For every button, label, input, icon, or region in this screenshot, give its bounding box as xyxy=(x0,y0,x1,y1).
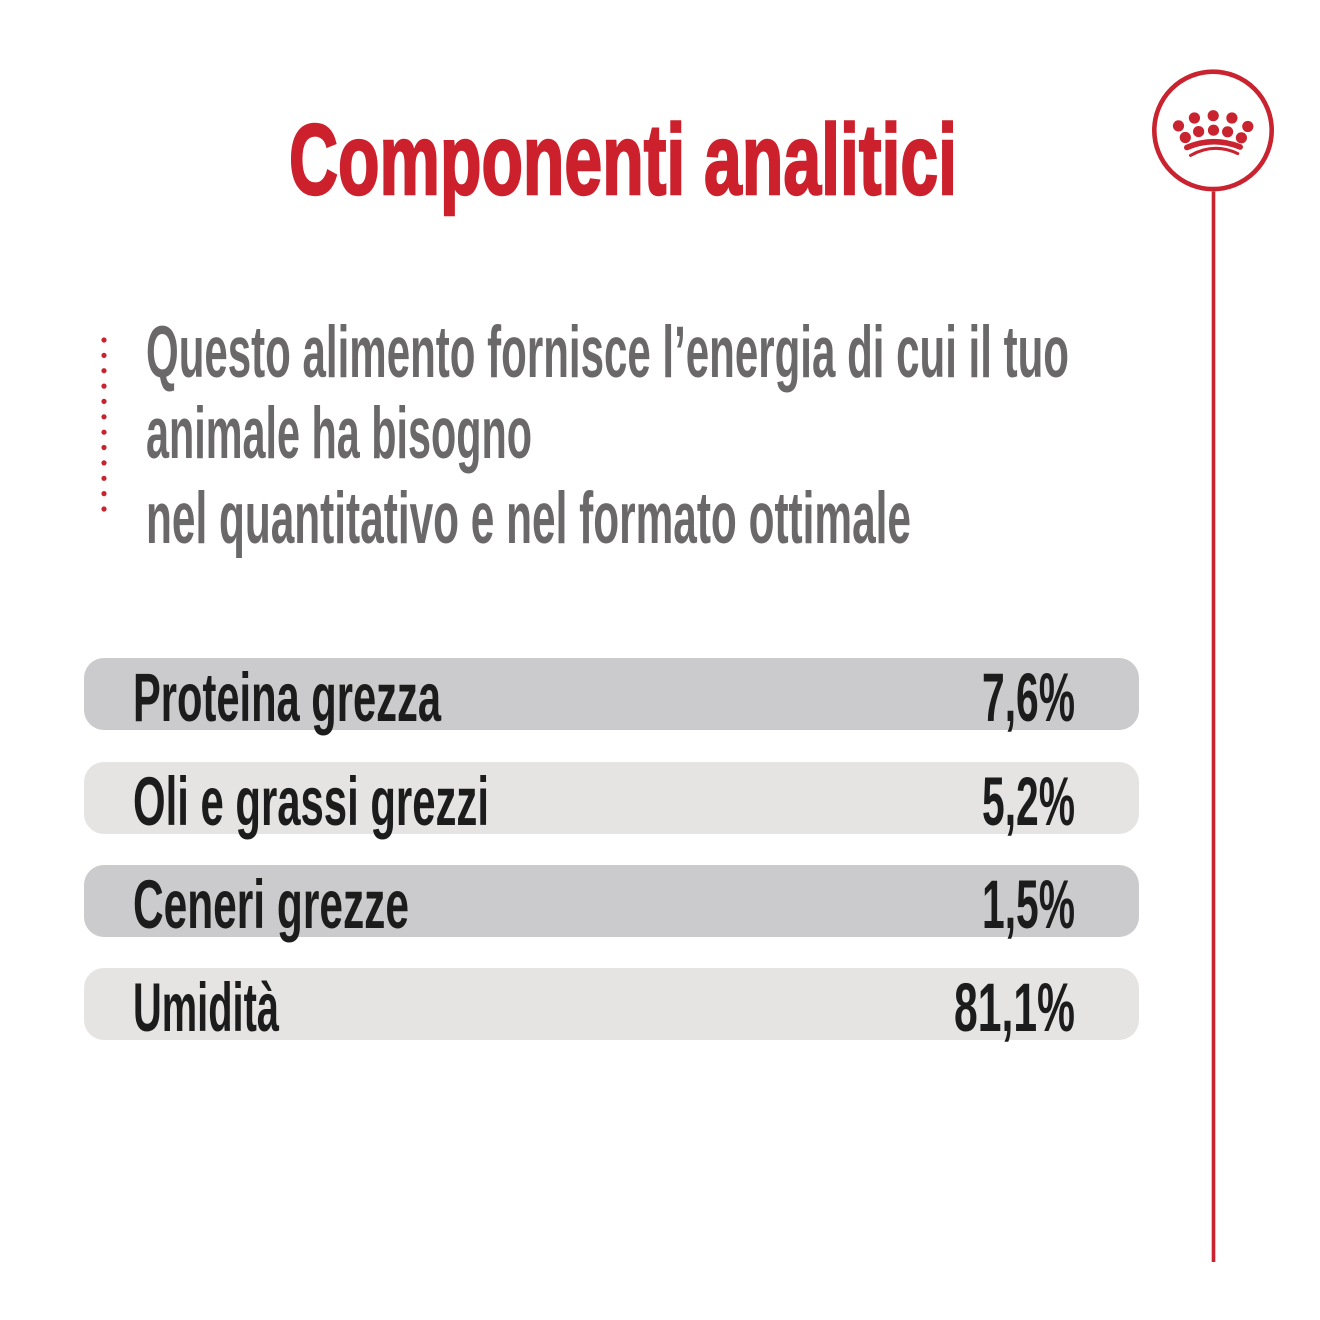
svg-text:Componenti analitici: Componenti analitici xyxy=(289,104,957,216)
svg-text:1,5%: 1,5% xyxy=(982,866,1075,943)
svg-text:Ceneri grezze: Ceneri grezze xyxy=(133,866,409,943)
svg-text:Umidità: Umidità xyxy=(133,969,279,1046)
svg-text:Proteina grezza: Proteina grezza xyxy=(133,659,441,736)
svg-text:5,2%: 5,2% xyxy=(982,763,1075,840)
svg-text:nel quantitativo e nel formato: nel quantitativo e nel formato ottimale xyxy=(146,478,911,559)
svg-text:7,6%: 7,6% xyxy=(982,659,1075,736)
svg-text:animale ha bisogno: animale ha bisogno xyxy=(146,393,532,474)
svg-text:Questo alimento fornisce l’ene: Questo alimento fornisce l’energia di cu… xyxy=(146,312,1069,393)
svg-text:81,1%: 81,1% xyxy=(954,969,1075,1046)
svg-text:Oli e grassi grezzi: Oli e grassi grezzi xyxy=(133,763,489,840)
